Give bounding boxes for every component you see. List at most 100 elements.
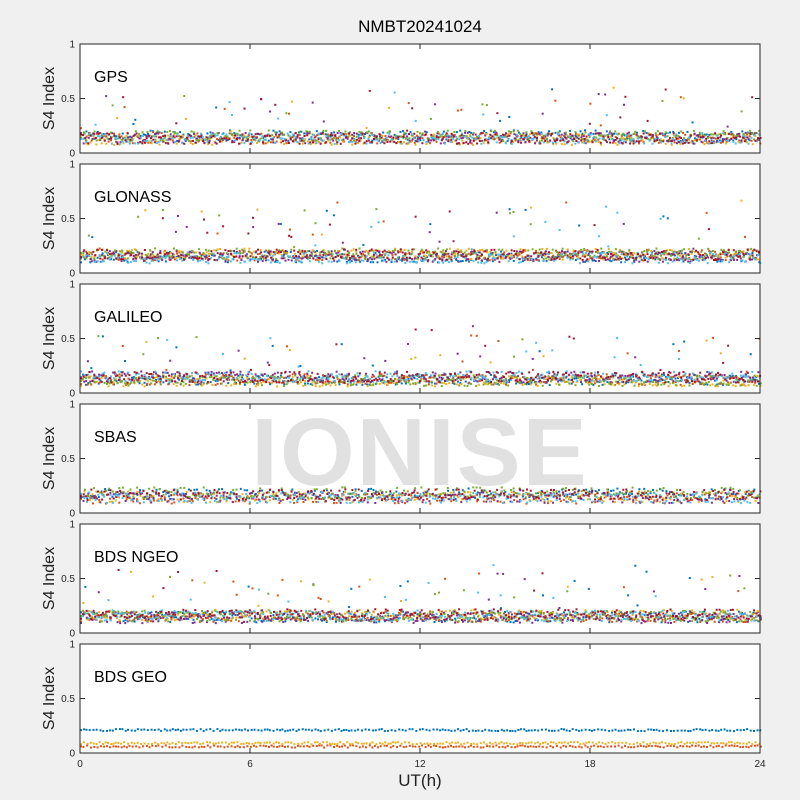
data-point xyxy=(691,259,693,262)
data-point xyxy=(230,384,233,387)
data-point xyxy=(409,257,411,260)
data-point xyxy=(401,142,404,145)
data-point xyxy=(312,250,315,253)
data-point xyxy=(502,255,505,258)
data-point xyxy=(660,377,663,380)
data-point xyxy=(737,133,740,136)
data-point xyxy=(151,135,154,138)
data-point xyxy=(695,139,698,142)
data-point xyxy=(752,138,755,141)
data-point xyxy=(572,257,574,260)
data-point xyxy=(259,258,262,261)
data-point xyxy=(706,262,709,265)
data-point xyxy=(677,376,680,378)
data-point xyxy=(174,132,177,135)
data-point xyxy=(400,375,403,378)
data-point xyxy=(229,132,232,135)
data-point xyxy=(445,132,448,135)
data-point xyxy=(330,250,333,253)
data-point xyxy=(120,260,123,262)
data-point xyxy=(549,139,552,142)
data-point xyxy=(155,255,158,258)
data-point xyxy=(524,257,527,260)
data-point xyxy=(378,377,381,380)
data-point xyxy=(544,136,547,139)
data-point xyxy=(358,256,361,259)
data-point xyxy=(637,253,639,255)
data-point xyxy=(107,385,110,388)
data-point xyxy=(706,370,709,373)
data-point xyxy=(253,137,256,140)
data-point xyxy=(713,255,716,258)
data-point xyxy=(425,143,428,145)
data-point xyxy=(135,249,138,252)
data-point xyxy=(477,258,480,261)
data-point xyxy=(166,255,169,258)
data-point xyxy=(520,380,523,383)
data-point xyxy=(638,256,641,259)
data-point xyxy=(614,374,617,377)
data-point xyxy=(88,251,91,254)
data-point xyxy=(710,256,713,259)
data-point xyxy=(689,260,692,263)
data-point xyxy=(575,377,578,380)
data-point xyxy=(569,258,572,261)
data-point xyxy=(248,247,251,250)
data-point xyxy=(249,251,252,254)
data-point xyxy=(727,132,730,135)
data-point xyxy=(717,255,720,258)
data-point xyxy=(635,257,637,260)
data-point xyxy=(604,259,607,261)
data-point xyxy=(308,250,311,253)
data-point xyxy=(625,252,628,255)
data-point xyxy=(482,257,485,260)
data-point xyxy=(623,140,625,143)
data-point xyxy=(546,141,549,144)
data-point xyxy=(426,260,429,263)
data-point xyxy=(334,134,337,137)
data-point xyxy=(591,256,594,259)
data-point xyxy=(299,251,302,253)
data-point xyxy=(103,134,106,137)
data-point xyxy=(346,385,349,388)
data-point xyxy=(686,130,689,133)
data-point xyxy=(85,141,88,144)
data-point xyxy=(669,258,672,261)
data-point xyxy=(188,139,190,142)
data-point xyxy=(253,138,255,141)
data-point xyxy=(469,135,472,138)
data-point xyxy=(329,253,332,256)
data-point xyxy=(306,258,309,261)
data-point xyxy=(415,373,417,376)
data-point xyxy=(459,250,462,253)
data-point xyxy=(530,381,533,384)
data-point xyxy=(717,260,720,262)
data-point xyxy=(315,142,318,144)
data-point xyxy=(366,131,369,134)
data-point xyxy=(421,257,424,260)
data-point xyxy=(381,256,383,259)
data-point xyxy=(397,251,400,254)
data-point xyxy=(205,261,207,263)
data-point xyxy=(224,257,227,260)
data-point xyxy=(353,139,355,142)
data-point xyxy=(246,253,248,256)
data-point xyxy=(106,249,108,252)
data-point xyxy=(699,383,702,386)
data-point xyxy=(465,141,468,144)
data-point xyxy=(583,140,586,142)
data-point xyxy=(304,380,306,383)
data-point xyxy=(632,133,635,135)
data-point xyxy=(274,252,277,255)
data-point xyxy=(655,247,658,250)
data-point xyxy=(341,139,344,141)
data-point xyxy=(325,258,328,261)
data-point xyxy=(145,383,148,386)
data-point xyxy=(399,250,402,253)
data-point xyxy=(364,379,367,381)
data-point xyxy=(730,130,733,133)
data-point xyxy=(509,132,512,135)
data-point xyxy=(498,138,501,141)
data-point xyxy=(138,376,140,379)
data-point xyxy=(626,352,629,355)
